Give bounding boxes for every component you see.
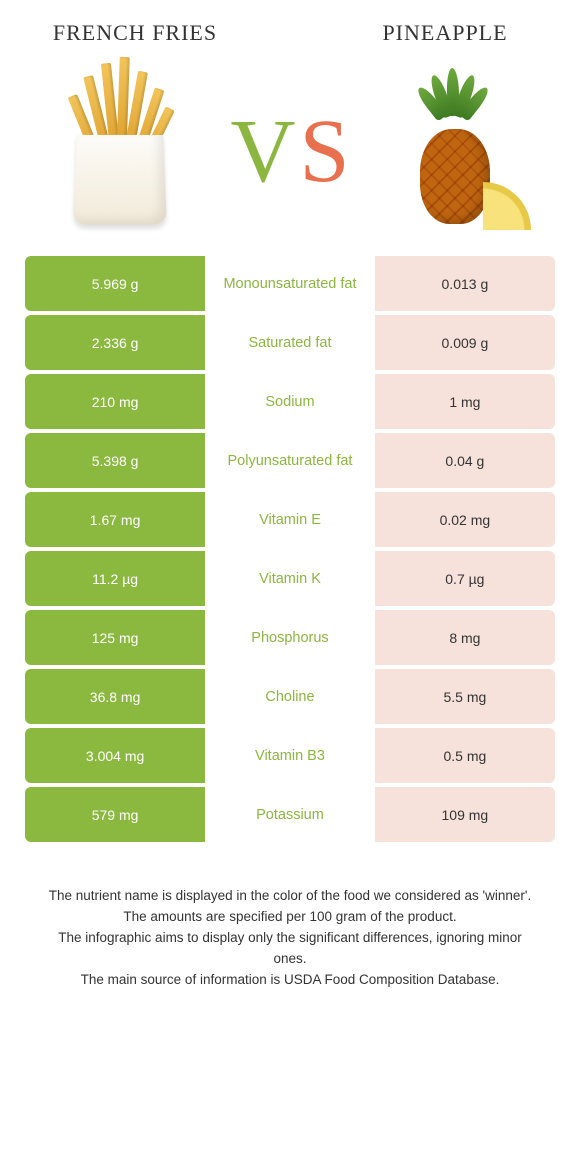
table-row: 2.336 gSaturated fat0.009 g <box>25 315 555 370</box>
left-value-cell: 210 mg <box>25 374 205 429</box>
right-food-image <box>375 66 545 236</box>
left-value-cell: 1.67 mg <box>25 492 205 547</box>
right-value-cell: 0.009 g <box>375 315 555 370</box>
left-value-cell: 5.398 g <box>25 433 205 488</box>
nutrient-name-cell: Sodium <box>205 374 375 429</box>
left-food-title: French fries <box>35 20 235 46</box>
right-value-cell: 0.5 mg <box>375 728 555 783</box>
left-value-cell: 2.336 g <box>25 315 205 370</box>
footer-line: The infographic aims to display only the… <box>40 928 540 970</box>
table-row: 1.67 mgVitamin E0.02 mg <box>25 492 555 547</box>
right-value-cell: 5.5 mg <box>375 669 555 724</box>
left-value-cell: 5.969 g <box>25 256 205 311</box>
table-row: 36.8 mgCholine5.5 mg <box>25 669 555 724</box>
table-row: 5.398 gPolyunsaturated fat0.04 g <box>25 433 555 488</box>
vs-label: V S <box>230 100 349 203</box>
table-row: 210 mgSodium1 mg <box>25 374 555 429</box>
footer-line: The main source of information is USDA F… <box>40 970 540 991</box>
nutrient-name-cell: Vitamin K <box>205 551 375 606</box>
nutrient-name-cell: Potassium <box>205 787 375 842</box>
footer-notes: The nutrient name is displayed in the co… <box>0 846 580 991</box>
nutrient-name-cell: Vitamin E <box>205 492 375 547</box>
nutrient-name-cell: Vitamin B3 <box>205 728 375 783</box>
nutrient-name-cell: Polyunsaturated fat <box>205 433 375 488</box>
header: French fries Pineapple <box>0 0 580 56</box>
nutrient-name-cell: Choline <box>205 669 375 724</box>
hero-row: V S <box>0 56 580 256</box>
nutrient-name-cell: Monounsaturated fat <box>205 256 375 311</box>
french-fries-icon <box>50 71 190 231</box>
left-food-image <box>35 66 205 236</box>
left-value-cell: 11.2 µg <box>25 551 205 606</box>
table-row: 5.969 gMonounsaturated fat0.013 g <box>25 256 555 311</box>
nutrient-table: 5.969 gMonounsaturated fat0.013 g2.336 g… <box>25 256 555 842</box>
right-value-cell: 0.02 mg <box>375 492 555 547</box>
table-row: 125 mgPhosphorus8 mg <box>25 610 555 665</box>
right-value-cell: 0.04 g <box>375 433 555 488</box>
vs-s: S <box>299 100 349 203</box>
nutrient-name-cell: Phosphorus <box>205 610 375 665</box>
left-value-cell: 36.8 mg <box>25 669 205 724</box>
table-row: 11.2 µgVitamin K0.7 µg <box>25 551 555 606</box>
left-value-cell: 579 mg <box>25 787 205 842</box>
footer-line: The nutrient name is displayed in the co… <box>40 886 540 907</box>
nutrient-name-cell: Saturated fat <box>205 315 375 370</box>
pineapple-icon <box>385 66 535 236</box>
right-value-cell: 0.7 µg <box>375 551 555 606</box>
footer-line: The amounts are specified per 100 gram o… <box>40 907 540 928</box>
right-value-cell: 109 mg <box>375 787 555 842</box>
right-value-cell: 8 mg <box>375 610 555 665</box>
right-food-title: Pineapple <box>345 20 545 46</box>
vs-v: V <box>230 100 295 203</box>
right-value-cell: 1 mg <box>375 374 555 429</box>
right-value-cell: 0.013 g <box>375 256 555 311</box>
table-row: 3.004 mgVitamin B30.5 mg <box>25 728 555 783</box>
left-value-cell: 3.004 mg <box>25 728 205 783</box>
table-row: 579 mgPotassium109 mg <box>25 787 555 842</box>
left-value-cell: 125 mg <box>25 610 205 665</box>
